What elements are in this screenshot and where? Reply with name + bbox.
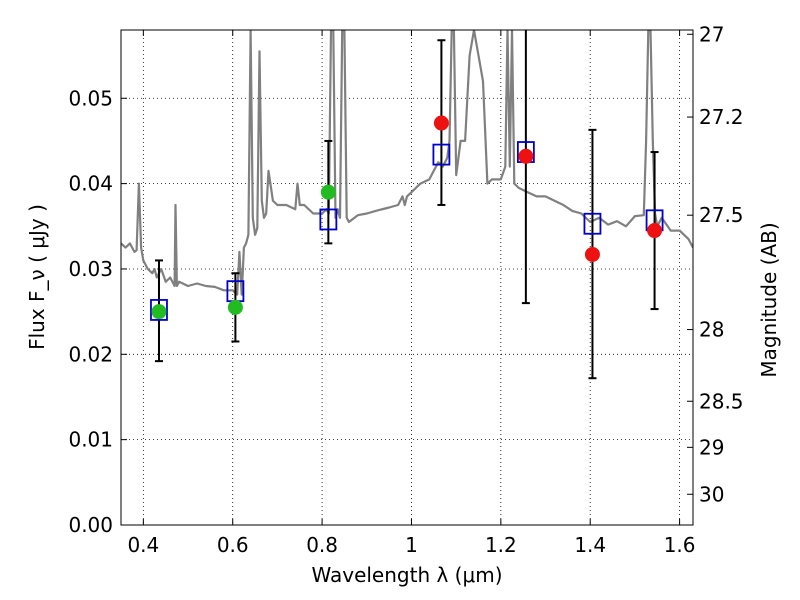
right-tick-label: 28 bbox=[699, 318, 724, 342]
x-axis-title: Wavelength λ (μm) bbox=[311, 563, 502, 587]
x-tick-label: 1.2 bbox=[485, 533, 517, 557]
observed-flux-point bbox=[647, 223, 663, 239]
plot-frame bbox=[120, 29, 694, 526]
y-tick-label: 0.03 bbox=[68, 257, 113, 281]
right-tick-label: 29 bbox=[699, 435, 724, 459]
y-tick-label: 0.02 bbox=[68, 342, 113, 366]
spectrum-layer bbox=[121, 30, 693, 296]
y-axis-title: Flux F_ν ( μJy ) bbox=[25, 204, 49, 350]
x-tick-label: 1 bbox=[405, 533, 418, 557]
y-tick-label: 0.01 bbox=[68, 428, 113, 452]
x-tick-label: 0.4 bbox=[127, 533, 159, 557]
model-photometry-square bbox=[319, 208, 338, 231]
y-tick-label: 0.00 bbox=[68, 513, 113, 537]
model-photometry-square bbox=[432, 143, 451, 166]
model-photometry-layer bbox=[150, 141, 664, 321]
observed-flux-point bbox=[320, 184, 336, 200]
observed-flux-point bbox=[433, 115, 449, 131]
ticks: 0.4 0.6 0.8 1 1.2 1.4 1.6 0.00 0.01 0.02 0.03 0.04 0… bbox=[68, 22, 743, 557]
right-tick-label: 27.2 bbox=[699, 105, 744, 129]
observed-photometry-layer bbox=[151, 115, 663, 320]
right-tick-label: 28.5 bbox=[699, 389, 744, 413]
y-tick-label: 0.04 bbox=[68, 172, 113, 196]
observed-flux-point bbox=[227, 299, 243, 315]
model-photometry-square bbox=[150, 299, 168, 321]
x-tick-label: 0.6 bbox=[217, 533, 249, 557]
right-tick-label: 27 bbox=[699, 22, 724, 46]
x-tick-label: 1.4 bbox=[574, 533, 606, 557]
model-photometry-square bbox=[583, 212, 602, 235]
right-tick-label: 30 bbox=[699, 482, 724, 506]
observed-flux-point bbox=[584, 246, 600, 262]
right-tick-label: 27.5 bbox=[699, 203, 744, 227]
observed-flux-point bbox=[518, 148, 534, 164]
model-spectrum-line bbox=[121, 30, 693, 296]
right-axis-title: Magnitude (AB) bbox=[757, 222, 781, 377]
x-tick-label: 0.8 bbox=[306, 533, 338, 557]
y-tick-label: 0.05 bbox=[68, 86, 113, 110]
x-tick-label: 1.6 bbox=[664, 533, 696, 557]
observed-flux-point bbox=[151, 304, 167, 320]
